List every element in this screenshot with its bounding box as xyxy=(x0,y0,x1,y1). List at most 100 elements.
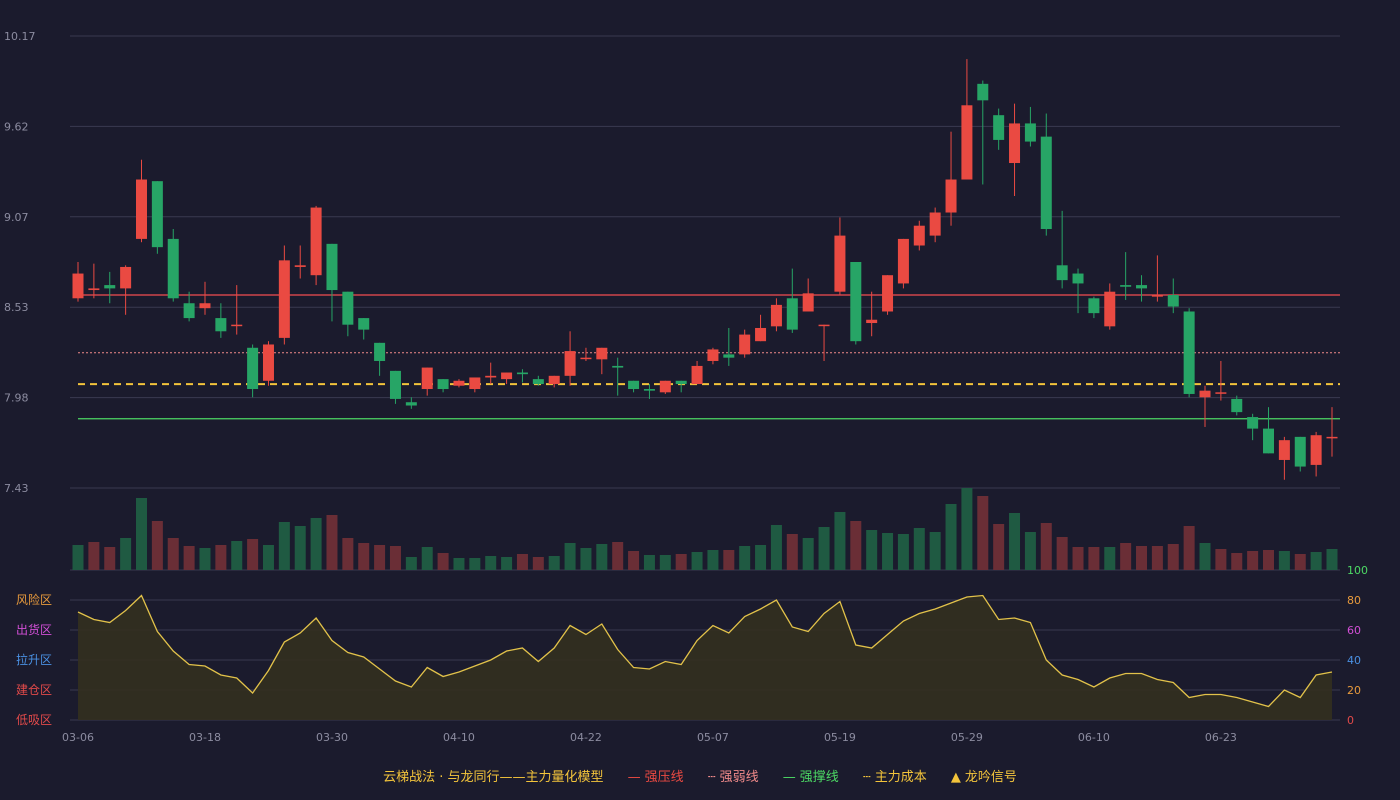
legend: 云梯战法 · 与龙同行——主力量化模型 — 强压线 ┄ 强弱线 — 强撑线 ┄ 主力成本… xyxy=(0,766,1400,785)
candle-body xyxy=(802,293,814,312)
candle-body xyxy=(421,367,433,390)
legend-item-strong-support[interactable]: — 强撑线 xyxy=(783,766,839,785)
candle xyxy=(215,303,227,338)
date-tick-label: 05-19 xyxy=(824,731,856,744)
candle-body xyxy=(469,377,481,390)
candle-body xyxy=(1167,294,1179,307)
volume-bar xyxy=(1326,549,1338,570)
volume-bar xyxy=(913,528,925,570)
volume-bar xyxy=(1294,554,1306,570)
candle-body xyxy=(215,318,227,332)
volume-bar xyxy=(1104,547,1116,570)
candle xyxy=(770,298,782,332)
volume-bar xyxy=(1072,547,1084,570)
volume-bar xyxy=(1040,523,1052,570)
candle xyxy=(1247,413,1259,441)
candle xyxy=(659,380,671,394)
candle-body xyxy=(183,303,195,319)
candle-body xyxy=(1009,123,1021,164)
candle xyxy=(167,229,179,302)
candle-body xyxy=(405,402,417,406)
volume-bar xyxy=(1215,549,1227,570)
candlestick-series xyxy=(72,59,1338,480)
candle xyxy=(929,207,941,243)
candle-body xyxy=(961,105,973,180)
candle xyxy=(1009,103,1021,197)
triangle-icon: ▲ xyxy=(950,770,961,785)
candle xyxy=(1278,436,1290,480)
volume-bar xyxy=(231,541,243,570)
axis-labels: 10.17 9.62 9.07 8.53 7.98 7.43 风险区出货区拉升区建仓区低吸区… xyxy=(4,30,1368,744)
legend-item-dragon-signal[interactable]: ▲ 龙吟信号 xyxy=(951,766,1017,785)
candle xyxy=(897,238,909,289)
volume-bar xyxy=(342,538,354,570)
candle-body xyxy=(945,179,957,213)
candle-body xyxy=(1215,392,1227,394)
candle-body xyxy=(437,379,449,390)
volume-bar xyxy=(1009,513,1021,570)
candle xyxy=(326,243,338,322)
volume-bar xyxy=(310,518,322,570)
volume-bar xyxy=(596,544,608,570)
candle xyxy=(548,375,560,388)
volume-bar xyxy=(882,533,894,570)
volume-bar xyxy=(501,557,513,570)
date-tick-label: 06-23 xyxy=(1205,731,1237,744)
volume-bar xyxy=(993,524,1005,570)
candle xyxy=(88,263,100,299)
legend-item-weak-line[interactable]: ┄ 强弱线 xyxy=(708,766,759,785)
candle-body xyxy=(453,380,465,386)
candle xyxy=(501,372,513,385)
candle-body xyxy=(707,349,719,361)
legend-item-main-cost[interactable]: ┄ 主力成本 xyxy=(863,766,927,785)
candle-body xyxy=(929,212,941,236)
volume-bar xyxy=(1120,543,1132,570)
volume-bar xyxy=(1024,532,1036,570)
candle-body xyxy=(1040,136,1052,230)
osc-tick-label: 60 xyxy=(1347,624,1361,637)
candle xyxy=(1183,308,1195,398)
candle xyxy=(612,357,624,396)
candle xyxy=(389,370,401,404)
volume-bar xyxy=(548,556,560,570)
candle xyxy=(834,217,846,295)
legend-item-strong-resistance[interactable]: — 强压线 xyxy=(628,766,684,785)
volume-bar xyxy=(707,550,719,570)
volume-bar xyxy=(961,488,973,570)
candle-body xyxy=(612,365,624,368)
candle-body xyxy=(1024,123,1036,142)
candle-body xyxy=(1199,390,1211,398)
volume-bar xyxy=(183,546,195,570)
volume-bar xyxy=(834,512,846,570)
candle-body xyxy=(834,235,846,292)
volume-bar xyxy=(421,547,433,570)
zone-label: 建仓区 xyxy=(16,683,52,697)
candle xyxy=(485,362,497,385)
volume-bar xyxy=(1183,526,1195,570)
legend-dashed-line-icon: ┄ xyxy=(707,770,716,785)
candle xyxy=(135,159,147,243)
candle-body xyxy=(135,179,147,239)
volume-bar xyxy=(755,545,767,570)
candle-body xyxy=(1151,294,1163,297)
volume-bar xyxy=(1088,547,1100,570)
candle xyxy=(247,344,259,398)
candle xyxy=(977,80,989,185)
volume-bar xyxy=(1310,552,1322,570)
candle xyxy=(755,314,767,342)
candle-body xyxy=(643,389,655,391)
volume-bar xyxy=(104,547,116,570)
volume-bar xyxy=(802,538,814,570)
price-tick-label: 10.17 xyxy=(4,30,36,43)
candle xyxy=(739,329,751,358)
candle-body xyxy=(897,238,909,284)
volume-bar xyxy=(405,557,417,570)
volume-bar xyxy=(516,554,528,570)
candle xyxy=(1136,275,1148,302)
candle xyxy=(786,268,798,333)
candle xyxy=(532,375,544,386)
candle-body xyxy=(501,372,513,380)
candle xyxy=(850,262,862,345)
volume-bar xyxy=(247,539,259,570)
candle xyxy=(1215,360,1227,401)
